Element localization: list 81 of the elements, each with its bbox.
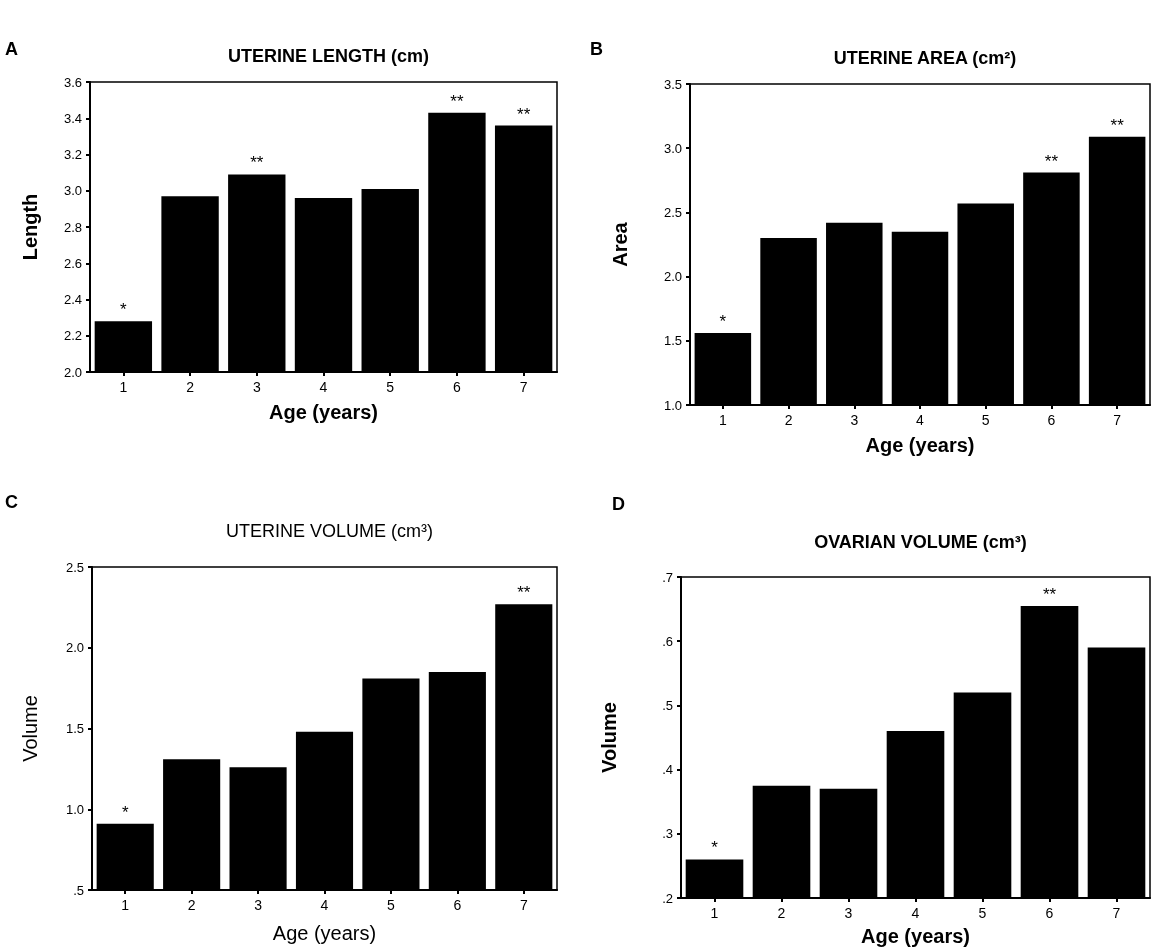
y-tick-label: 2.2 [63,328,82,344]
x-axis-title: Age (years) [865,434,975,456]
annotation: ** [250,153,264,173]
annotation: * [121,802,129,822]
y-tick-label: 2.0 [663,269,682,285]
y-tick-label: 2.6 [63,255,82,271]
x-tick-label: 7 [519,379,528,395]
x-tick-label: 7 [519,897,528,913]
y-tick-label: 2.5 [65,559,84,575]
x-tick-label: 5 [978,905,987,921]
y-tick-label: .2 [662,890,673,906]
text: B [590,39,603,59]
x-tick-label: 4 [916,412,925,428]
x-tick-label: 3 [850,412,859,428]
annotation: ** [450,91,464,111]
x-tick-label: 5 [387,897,396,913]
y-tick-label: 2.0 [63,364,82,380]
y-tick-label: 1.0 [65,801,84,817]
text: D [612,494,625,514]
annotation: ** [1110,115,1125,135]
y-tick-label: 2.4 [63,292,82,307]
y-tick-label: .7 [662,569,673,585]
chart-title: UTERINE AREA (cm²) [833,48,1017,68]
x-tick-label: 4 [911,905,920,921]
x-tick-label: 5 [386,379,395,395]
y-tick-label: 2.5 [663,204,682,220]
y-tick-label: .3 [662,826,673,842]
y-tick-label: 3.6 [63,74,82,90]
y-tick-label: 2.8 [63,219,82,235]
y-axis-title: Length [19,193,41,261]
x-tick-label: 1 [119,379,128,395]
x-axis-title: Age (years) [269,401,378,423]
y-tick-label: 3.0 [63,183,82,199]
x-tick-label: 4 [320,897,329,913]
text: C [5,492,18,512]
x-axis-title: Age (years) [272,922,377,944]
y-tick-label: 3.4 [63,110,82,126]
y-tick-label: .5 [73,882,84,898]
annotation: ** [1042,584,1057,604]
chart-title: UTERINE LENGTH (cm) [227,46,430,66]
annotation: * [120,300,128,320]
x-tick-label: 1 [710,905,719,921]
x-tick-label: 3 [254,897,263,913]
y-tick-label: 1.0 [663,397,682,413]
x-tick-label: 5 [981,412,990,428]
y-tick-label: 1.5 [663,333,682,349]
annotation: ** [1044,151,1059,171]
chart-title: OVARIAN VOLUME (cm³) [814,532,1027,552]
y-tick-label: 3.2 [63,147,82,162]
y-tick-label: 3.5 [663,76,682,92]
x-tick-label: 3 [252,379,261,395]
y-tick-label: .5 [662,697,673,713]
y-tick-label: 3.0 [663,140,682,156]
y-tick-label: 1.5 [65,721,84,736]
x-tick-label: 7 [1113,412,1122,428]
y-tick-label: .6 [662,633,673,649]
x-tick-label: 7 [1112,905,1121,921]
x-tick-label: 2 [777,905,786,921]
annotation: ** [517,104,531,124]
x-tick-label: 2 [187,897,196,913]
x-tick-label: 3 [844,905,853,921]
text: A [5,39,18,59]
x-tick-label: 6 [453,379,462,395]
annotation: * [711,838,719,858]
y-axis-title: Area [609,221,631,267]
y-tick-label: .4 [662,762,673,778]
x-tick-label: 2 [784,412,793,428]
y-axis-title: Volume [598,702,620,773]
x-tick-label: 6 [1045,905,1054,921]
chart-title: UTERINE VOLUME (cm³) [226,521,433,541]
x-tick-label: 6 [1047,412,1056,428]
x-axis-title: Age (years) [861,925,970,947]
annotation: * [719,312,727,332]
x-tick-label: 6 [453,897,462,913]
x-tick-label: 1 [121,897,130,913]
y-tick-label: 2.0 [65,640,84,656]
y-axis-title: Volume [19,695,41,762]
annotation: ** [517,583,531,603]
x-tick-label: 2 [186,379,195,395]
x-tick-label: 1 [718,412,727,428]
x-tick-label: 4 [319,379,328,395]
